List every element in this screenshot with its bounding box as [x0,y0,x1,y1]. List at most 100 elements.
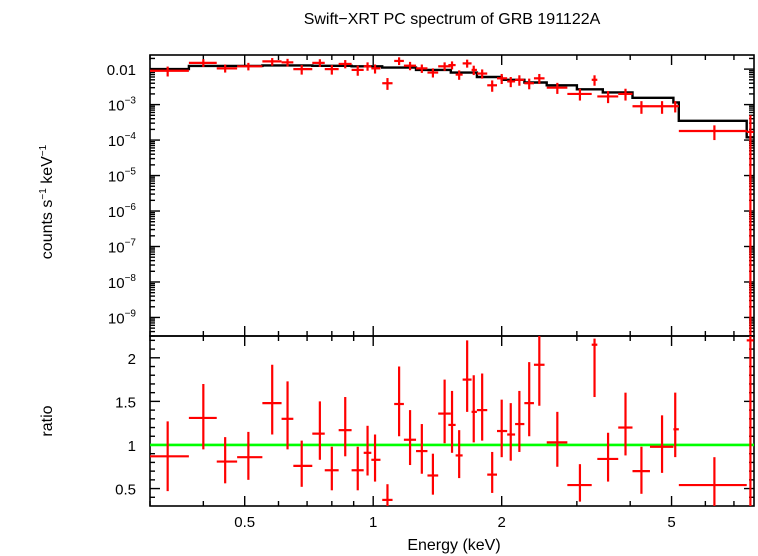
tick-base: 10 [108,133,125,150]
ratio-data-point [382,484,393,506]
spectrum-data-point [324,65,339,75]
ylabel-mid: keV [39,156,56,188]
spectrum-data-point [618,88,633,101]
spectrum-data-point [416,64,428,73]
tick-exponent: −3 [125,96,137,107]
x-tick-label: 2 [498,514,506,531]
bottom-plot-frame [149,335,755,507]
ratio-data-point [448,390,456,453]
spectrum-data-point [546,82,568,94]
ratio-data-point [746,336,754,506]
x-tick-label: 5 [667,514,675,531]
tick-base: 10 [108,239,125,256]
spectrum-data-point [351,65,364,76]
spectrum-data-point [188,59,217,67]
ylabel-exp1: −1 [38,188,49,200]
ratio-data-point [507,403,516,461]
tick-base: 10 [108,275,125,292]
spectrum-data-point [597,91,619,104]
tick-base: 10 [108,169,125,186]
tick-base: 10 [108,204,125,221]
spectrum-data-point [487,80,498,92]
ratio-data-point [216,437,238,484]
spectrum-data-point [515,75,525,86]
spectrum-data-point [403,61,417,71]
ratio-data-point [188,383,217,450]
tick-exponent: −4 [125,131,137,142]
spectrum-data-point [533,73,545,85]
ratio-data-point [237,431,263,480]
ratio-data-point [591,338,598,398]
top-y-tick-label: 10−9 [108,308,137,327]
top-y-tick-label: 10−6 [108,202,137,221]
spectrum-data-point [150,66,189,77]
ratio-data-point [471,375,477,443]
spectrum-data-point [382,78,393,90]
ratio-data-point [462,340,472,412]
ratio-data-point [438,379,451,444]
ratio-data-point [678,457,747,506]
spectrum-data-point [497,73,508,85]
spectrum-data-point [371,64,381,74]
spectrum-data-point [394,57,404,66]
spectrum-data-point [678,125,747,141]
top-y-tick-label: 10−4 [108,131,137,150]
top-y-tick-label: 0.01 [107,62,136,79]
tick-base: 10 [108,310,125,327]
ratio-data-point [524,362,534,437]
ratio-data-point [403,410,417,466]
bottom-y-tick-label: 0.5 [115,482,136,499]
bottom-y-tick-label: 1 [128,438,136,455]
spectrum-data-point [427,68,439,78]
ratio-data-point [371,434,381,482]
ratio-data-point [427,453,439,495]
spectrum-data-point [281,58,294,67]
ratio-data-point [416,424,428,474]
spectrum-data-point [448,61,456,70]
spectrum-data-point [476,69,488,79]
ratio-data-point [338,397,352,457]
ratio-data-point [312,401,325,460]
x-tick-label: 1 [369,514,377,531]
spectrum-data-point [524,78,534,90]
chart-title: Swift−XRT PC spectrum of GRB 191122A [304,11,601,28]
tick-exponent: −9 [125,308,137,319]
ratio-data-point [487,451,498,493]
ratio-data-point [533,336,545,406]
spectrum-data-point [312,59,325,67]
spectrum-data-point [673,101,679,113]
ratio-data-point [150,421,189,492]
ratio-data-point [455,430,463,479]
ratio-data-point [567,464,592,502]
ylabel-exp2: −1 [38,144,49,156]
spectrum-data-point [216,64,238,73]
ratio-data-point [597,432,619,482]
ratio-data-point [515,390,525,452]
top-y-tick-label: 10−5 [108,167,137,186]
spectrum-data-point [363,62,372,71]
ratio-data-point [293,440,313,487]
spectrum-data-point [262,58,282,66]
spectrum-data-point [462,59,472,68]
spectrum-data-point [338,60,352,69]
spectrum-data-point [591,75,598,86]
top-y-tick-label: 10−8 [108,273,137,292]
spectrum-data-point [649,101,674,114]
top-y-tick-label: 10−3 [108,96,137,115]
bottom-y-tick-label: 2 [128,351,136,368]
ratio-data-point [632,446,650,494]
ratio-data-point [649,415,674,473]
tick-exponent: −5 [125,167,137,178]
ratio-data-point [394,366,404,437]
tick-exponent: −6 [125,202,137,213]
tick-exponent: −8 [125,273,137,284]
bottom-y-tick-label: 1.5 [115,394,136,411]
ratio-data-point [262,364,282,435]
x-tick-label: 0.5 [234,514,255,531]
ratio-data-point [546,411,568,467]
spectrum-data-point [455,70,463,80]
spectrum-data-point [507,76,516,88]
ratio-data-point [363,425,372,476]
